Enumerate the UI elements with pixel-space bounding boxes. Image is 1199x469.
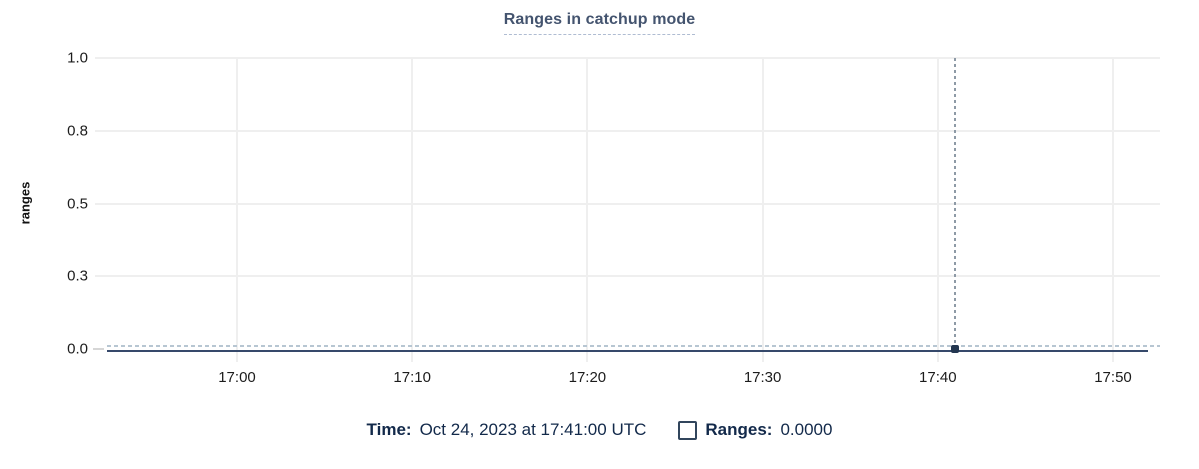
x-tick-label: 17:00 [218,369,256,386]
x-gridline [411,58,414,362]
y-gridline [95,129,1160,132]
y-tick-label: 0.0 [67,340,88,358]
x-tick-label: 17:10 [393,369,431,386]
hover-legend: Time: Oct 24, 2023 at 17:41:00 UTC Range… [0,420,1199,440]
series-label: Ranges: [705,420,773,439]
plot-area[interactable]: ranges 0.0 0.3 0.5 0.8 1.0 17:00 17:10 17:20 17:… [0,0,1199,400]
y-gridline [95,275,1160,278]
x-tick-label: 17:30 [743,369,782,386]
x-tick-label: 17:50 [1094,369,1132,386]
y-tick-label: 1.0 [67,49,88,67]
series-dashed-line [107,345,1160,347]
series-line [107,349,1148,352]
y-tick-label: 0.8 [67,122,88,140]
x-gridline [586,58,589,362]
x-gridline [761,58,764,362]
x-gridline [936,58,939,362]
y-gridline [95,57,1160,59]
y-tick-label: 0.5 [67,195,88,212]
x-tick-label: 17:40 [919,369,957,386]
series-toggle-checkbox[interactable] [678,420,698,440]
chart-title[interactable]: Ranges in catchup mode [503,11,696,35]
x-tick-label: 17:20 [568,369,607,386]
y-tick-label: 0.3 [67,267,88,285]
crosshair-line [954,58,957,346]
y-axis-label: ranges [17,181,33,225]
time-label: Time: [366,420,412,439]
y-zero-tick [93,348,104,350]
y-gridline [95,202,1160,205]
chart-title-row: Ranges in catchup mode [0,11,1199,35]
time-value: Oct 24, 2023 at 17:41:00 UTC [419,420,647,439]
hover-point[interactable] [951,345,960,353]
series-value: 0.0000 [780,420,833,439]
x-gridline [1112,58,1114,362]
x-gridline [236,58,238,362]
